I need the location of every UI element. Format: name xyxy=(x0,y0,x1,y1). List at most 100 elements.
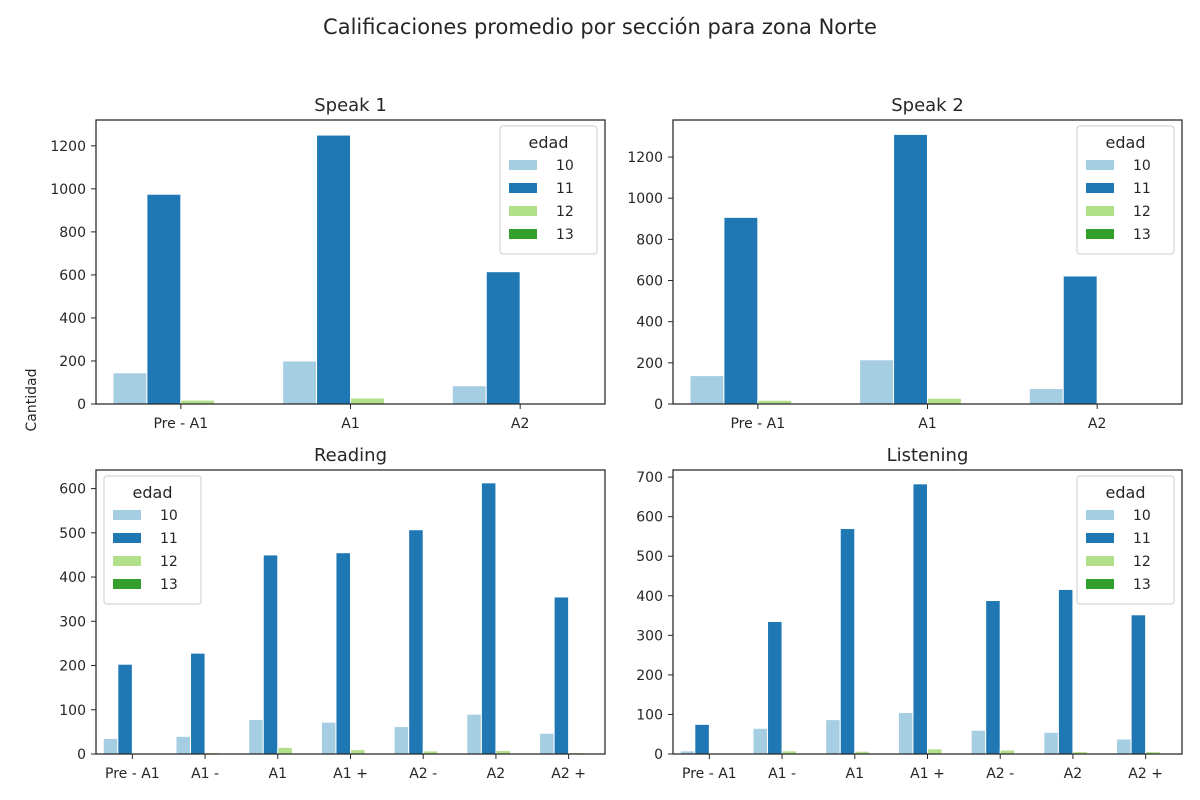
x-tick-label: A1 - xyxy=(191,766,219,782)
subplot-title: Listening xyxy=(887,445,969,466)
plot-frame xyxy=(672,469,1183,755)
legend-box xyxy=(499,125,598,255)
bar xyxy=(248,719,264,755)
legend-title: edad xyxy=(133,483,173,502)
x-tick-label: A1 - xyxy=(768,766,796,782)
x-tick-label: Pre - A1 xyxy=(730,416,785,432)
subplot-title: Speak 2 xyxy=(891,95,964,116)
legend-label: 12 xyxy=(1133,204,1151,220)
x-tick-label: Pre - A1 xyxy=(153,416,208,432)
bar xyxy=(316,134,352,405)
bar xyxy=(190,652,206,755)
legend-swatch xyxy=(1086,206,1114,216)
bar xyxy=(485,271,521,405)
bar xyxy=(1062,275,1098,405)
bar xyxy=(927,397,962,405)
x-tick-label: A1 xyxy=(269,766,287,782)
subplot-3: Reading Pre - A1 A1 - A1 A1 + A2 - A2 A2 + 0 100 2… xyxy=(59,445,606,782)
y-tick-label: 500 xyxy=(636,549,663,565)
x-tick-label: A1 + xyxy=(333,766,368,782)
legend: edad 10 11 12 13 xyxy=(1076,475,1175,605)
y-tick-label: 200 xyxy=(59,354,86,370)
bar xyxy=(985,600,1001,755)
bar xyxy=(102,738,119,755)
legend-swatch xyxy=(113,533,141,543)
legend-label: 10 xyxy=(556,158,574,174)
bar xyxy=(689,375,725,405)
subplot-2: Speak 2 Pre - A1 A1 A2 0 200 400 600 800 1000 1200… xyxy=(627,95,1183,432)
bar xyxy=(1130,614,1147,755)
legend: edad 10 11 12 13 xyxy=(103,475,202,605)
x-tick-label: A2 + xyxy=(551,766,586,782)
bar xyxy=(1116,738,1132,755)
legend-label: 11 xyxy=(1133,531,1151,547)
y-tick-label: 1200 xyxy=(627,150,663,166)
legend-label: 10 xyxy=(1133,158,1151,174)
x-tick-label: A1 xyxy=(918,416,936,432)
y-tick-label: 400 xyxy=(636,589,663,605)
y-tick-label: 0 xyxy=(77,747,86,763)
y-tick-label: 200 xyxy=(59,659,86,675)
bar xyxy=(466,713,482,755)
bar xyxy=(859,359,895,405)
bar xyxy=(1043,731,1059,755)
subplot-title: Speak 1 xyxy=(314,95,387,116)
legend-swatch xyxy=(509,160,537,170)
legend-swatch xyxy=(1086,579,1114,589)
legend-title: edad xyxy=(529,133,569,152)
x-tick-label: A2 + xyxy=(1128,766,1163,782)
y-tick-label: 0 xyxy=(654,397,663,413)
plot-frame xyxy=(95,119,606,405)
legend-swatch xyxy=(113,579,141,589)
x-tick-label: Pre - A1 xyxy=(682,766,737,782)
y-tick-label: 400 xyxy=(59,570,86,586)
y-tick-label: 700 xyxy=(636,470,663,486)
y-tick-label: 1000 xyxy=(50,182,86,198)
bar xyxy=(335,552,351,755)
y-tick-label: 800 xyxy=(636,232,663,248)
legend-label: 11 xyxy=(1133,181,1151,197)
legend-label: 11 xyxy=(556,181,574,197)
legend-label: 12 xyxy=(556,204,574,220)
legend-swatch xyxy=(509,183,537,193)
legend-swatch xyxy=(1086,510,1114,520)
y-tick-label: 1000 xyxy=(627,191,663,207)
bar xyxy=(175,735,192,755)
bar xyxy=(393,726,410,755)
legend-label: 10 xyxy=(1133,508,1151,524)
y-tick-label: 400 xyxy=(59,311,86,327)
bar xyxy=(282,360,318,405)
bar xyxy=(825,719,841,755)
legend-swatch xyxy=(1086,533,1114,543)
legend-swatch xyxy=(1086,229,1114,239)
legend-swatch xyxy=(1086,183,1114,193)
bar xyxy=(1057,588,1074,755)
legend: edad 10 11 12 13 xyxy=(1076,125,1175,255)
bar xyxy=(408,529,424,755)
x-tick-label: A1 xyxy=(341,416,359,432)
legend-swatch xyxy=(113,556,141,566)
x-tick-label: A1 + xyxy=(910,766,945,782)
legend-swatch xyxy=(1086,556,1114,566)
bar xyxy=(927,748,943,755)
legend-swatch xyxy=(509,206,537,216)
y-tick-label: 400 xyxy=(636,315,663,331)
legend-label: 13 xyxy=(556,227,574,243)
x-tick-label: A2 - xyxy=(986,766,1014,782)
plot-frame xyxy=(672,119,1183,405)
bar xyxy=(480,482,497,755)
y-tick-label: 200 xyxy=(636,668,663,684)
y-tick-label: 100 xyxy=(59,703,86,719)
y-tick-label: 600 xyxy=(636,274,663,290)
y-axis-label: Cantidad xyxy=(24,369,40,432)
y-tick-label: 200 xyxy=(636,356,663,372)
legend-title: edad xyxy=(1106,483,1146,502)
bar xyxy=(146,193,182,405)
y-tick-label: 600 xyxy=(59,268,86,284)
bar xyxy=(262,554,279,755)
legend-label: 10 xyxy=(160,508,178,524)
legend-title: edad xyxy=(1106,133,1146,152)
legend-box xyxy=(1076,125,1175,255)
subplot-title: Reading xyxy=(314,445,387,466)
